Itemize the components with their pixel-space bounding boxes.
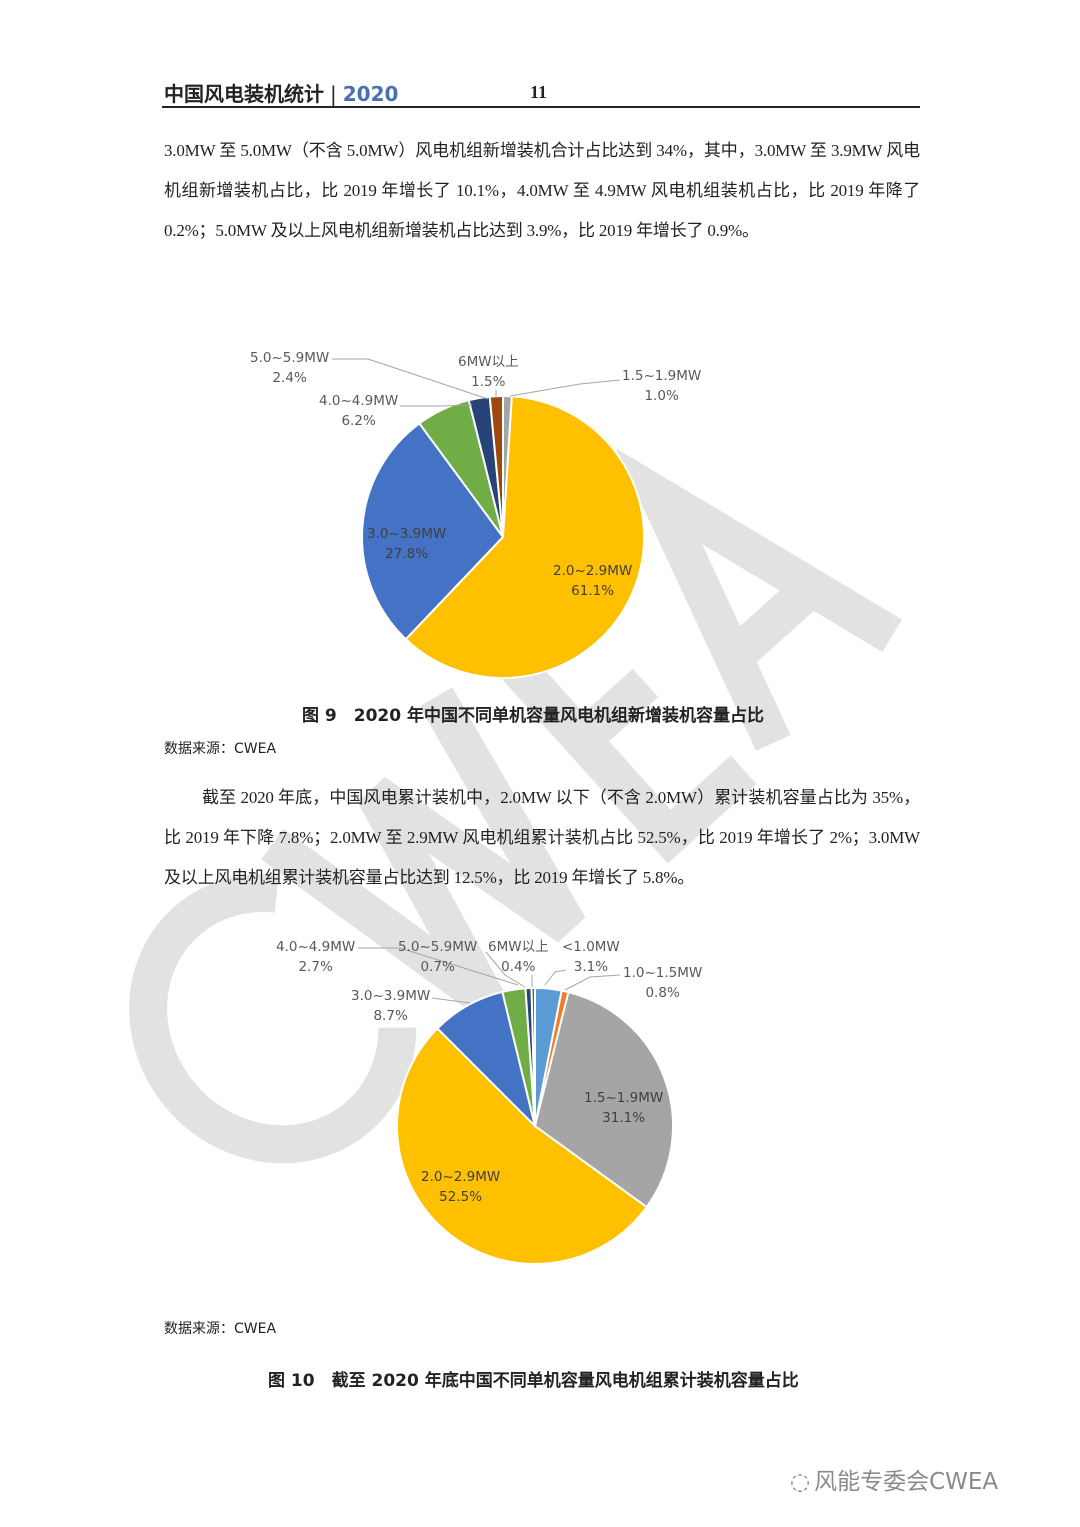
- pie1-label-2.0-2.9: 2.0~2.9MW 61.1%: [553, 563, 633, 599]
- pie2-label-1.5-1.9: 1.5~1.9MW 31.1%: [584, 1090, 664, 1126]
- leader-line: [332, 358, 489, 400]
- header-rule: [162, 106, 920, 108]
- pie-chart-cumulative-installations: [395, 986, 674, 1265]
- pie2-label-5.0-5.9: 5.0~5.9MW 0.7%: [398, 939, 478, 975]
- pie2-label-lt1.0: <1.0MW 3.1%: [562, 939, 620, 975]
- leader-line: [400, 404, 473, 407]
- pie2-label-2.0-2.9: 2.0~2.9MW 52.5%: [421, 1169, 501, 1205]
- footer-logo: ◌ 风能专委会CWEA: [790, 1469, 999, 1495]
- leader-line: [485, 951, 526, 988]
- pie-slice-3.0~3.9MW: [361, 422, 505, 641]
- pie-slice-6MW以上: [530, 986, 536, 1127]
- pie1-label-6mw: 6MW以上 1.5%: [458, 354, 519, 390]
- header-separator: |: [330, 82, 337, 106]
- watermark-letter-a-bar: [726, 578, 819, 667]
- paragraph-1: 3.0MW 至 5.0MW（不含 5.0MW）风电机组新增装机合计占比达到 34…: [164, 141, 920, 240]
- header-year: 2020: [342, 82, 399, 106]
- leader-line: [544, 969, 567, 986]
- running-header: 中国风电装机统计 | 2020: [164, 78, 398, 107]
- pie2-label-3.0-3.9: 3.0~3.9MW 8.7%: [351, 988, 431, 1024]
- leader-line: [431, 997, 471, 1004]
- pie-slice-2.0~2.9MW: [404, 395, 645, 679]
- pie2-label-6mw: 6MW以上 0.4%: [488, 939, 549, 975]
- header-title: 中国风电装机统计: [164, 82, 324, 106]
- wechat-icon: ◌: [790, 1469, 811, 1495]
- leader-line: [564, 974, 621, 991]
- figure9-source: 数据来源：CWEA: [164, 741, 277, 757]
- paragraph-2: 截至 2020 年底，中国风电累计装机中，2.0MW 以下（不含 2.0MW）累…: [164, 788, 920, 887]
- figure10-caption: 图 10 截至 2020 年底中国不同单机容量风电机组累计装机容量占比: [268, 1371, 799, 1391]
- pie1-label-1.5-1.9: 1.5~1.9MW 1.0%: [622, 368, 702, 404]
- pie1-label-4.0-4.9: 4.0~4.9MW 6.2%: [319, 393, 399, 429]
- pie-slice-2.0~2.9MW: [395, 1027, 649, 1265]
- page-number: 11: [530, 82, 548, 102]
- watermark-letter-w: [261, 687, 586, 1016]
- pie-slice-1.5~1.9MW: [533, 990, 674, 1209]
- pie2-label-1.0-1.5: 1.0~1.5MW 0.8%: [623, 965, 703, 1001]
- figure9-caption: 图 9 2020 年中国不同单机容量风电机组新增装机容量占比: [302, 706, 764, 726]
- pie-chart-new-installations: [361, 394, 645, 679]
- leader-lines: [332, 358, 621, 1004]
- watermark-letter-a: [615, 448, 902, 751]
- pie1-label-3.0-3.9: 3.0~3.9MW 27.8%: [367, 526, 447, 562]
- pie2-label-4.0-4.9: 4.0~4.9MW 2.7%: [276, 939, 356, 975]
- figure10-source: 数据来源：CWEA: [164, 1321, 277, 1337]
- leader-line: [358, 947, 519, 986]
- watermark-letter-e-bar: [569, 668, 659, 755]
- watermark-letter-c: [129, 874, 417, 1164]
- pie1-label-5.0-5.9: 5.0~5.9MW 2.4%: [250, 350, 330, 386]
- leader-line: [509, 379, 621, 397]
